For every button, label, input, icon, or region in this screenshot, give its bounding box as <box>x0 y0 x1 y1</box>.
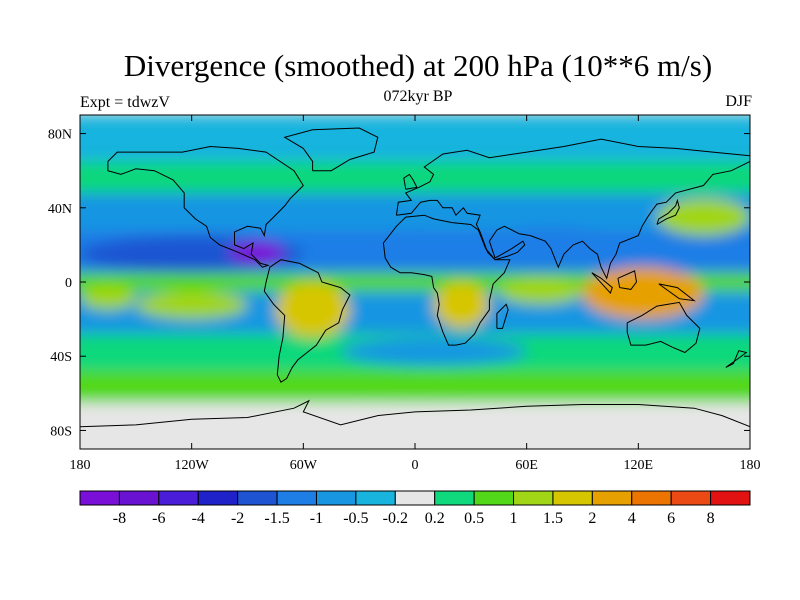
colorbar-label: -8 <box>113 510 126 527</box>
field-region-south-pacific-divergence <box>135 291 248 320</box>
coastline <box>263 259 351 383</box>
colorbar-swatch <box>710 490 751 506</box>
field-band <box>80 115 750 162</box>
y-axis: 80N 40N 0 40S 80S <box>48 128 750 439</box>
x-tick-label: 0 <box>412 458 419 473</box>
coastline <box>283 127 379 172</box>
x-tick-label: 180 <box>740 458 761 473</box>
x-tick-label: 120E <box>624 458 654 473</box>
colorbar-swatch <box>79 490 120 506</box>
colorbar-swatch <box>197 490 239 506</box>
field-region-caribbean-convergence-core <box>228 241 285 264</box>
field-region-maritime-continent-divergence <box>582 267 704 320</box>
colorbar-swatch <box>552 490 593 506</box>
chart-subtitle: 072kyr BP <box>383 88 453 105</box>
coastline <box>658 283 696 302</box>
colorbar-label: -4 <box>192 510 205 527</box>
coastline <box>395 138 750 280</box>
field-band <box>80 371 750 403</box>
field-band <box>80 272 750 292</box>
y-tick-label: 40S <box>50 350 72 365</box>
coastlines <box>80 127 750 428</box>
x-tick-label: 120W <box>175 458 210 473</box>
coastline <box>617 270 638 290</box>
colorbar-label: 0.5 <box>464 510 484 527</box>
colorbar-swatch <box>158 490 199 506</box>
field-region-atlantic-tropical-convergence <box>340 230 471 268</box>
experiment-label: Expt = tdwzV <box>80 94 170 111</box>
field-region-indian-ocean-divergence <box>498 278 583 305</box>
x-tick-label: 180 <box>70 458 91 473</box>
coastline <box>496 303 509 329</box>
x-tick-label: 60W <box>290 458 318 473</box>
colorbar-label: 6 <box>667 510 675 527</box>
coastline <box>725 350 748 368</box>
chart-title: Divergence (smoothed) at 200 hPa (10**6 … <box>123 48 713 83</box>
colorbar-swatch <box>670 490 712 506</box>
colorbar-label: -2 <box>231 510 244 527</box>
season-label: DJF <box>725 93 752 110</box>
colorbar-swatch <box>276 490 317 506</box>
y-tick-label: 0 <box>65 276 72 291</box>
field-region-north-pacific-divergence <box>656 198 750 236</box>
colorbar-swatch <box>237 490 278 506</box>
field-region-antarctic-weak <box>80 402 750 449</box>
colorbar-label: -6 <box>152 510 165 527</box>
field-region-africa-divergence <box>433 282 490 329</box>
colorbar-swatch <box>315 490 357 506</box>
colorbar-label: 0.2 <box>425 510 445 527</box>
coastline <box>403 173 418 190</box>
colorbar-swatch <box>118 490 160 506</box>
coastline <box>107 145 304 268</box>
coastline <box>80 399 750 428</box>
colorbar-swatch <box>473 490 515 506</box>
field-region-southern-ocean-convergence <box>340 337 527 366</box>
coastline <box>626 301 701 354</box>
field-region-south-america-divergence <box>275 282 350 338</box>
colorbar-label: 1.5 <box>543 510 563 527</box>
field-band <box>80 192 750 231</box>
colorbar: -8 -6 -4 -2 -1.5 -1 -0.5 -0.2 0.2 0.5 1 1.5 2 4 6 8 <box>79 490 751 527</box>
colorbar-label: 8 <box>707 510 715 527</box>
colorbar-label: -0.2 <box>383 510 408 527</box>
colorbar-label: 2 <box>588 510 596 527</box>
y-tick-label: 40N <box>48 202 72 217</box>
colorbar-label: -1.5 <box>264 510 289 527</box>
colorbar-label: -1 <box>310 510 323 527</box>
field-region-asia-subtropical-convergence <box>480 226 620 264</box>
colorbar-swatch <box>513 490 554 506</box>
y-tick-label: 80S <box>50 424 72 439</box>
divergence-field <box>80 115 750 449</box>
colorbar-label: -0.5 <box>343 510 368 527</box>
colorbar-swatch <box>434 490 475 506</box>
colorbar-swatch <box>394 490 436 506</box>
colorbar-swatch <box>591 490 633 506</box>
coastline <box>656 198 680 225</box>
colorbar-swatch <box>631 490 672 506</box>
colorbar-label: 1 <box>510 510 518 527</box>
x-axis: 180 120W 60W 0 60E 120E 180 <box>70 115 761 473</box>
colorbar-swatch <box>355 490 396 506</box>
coastline <box>591 272 613 295</box>
coastline <box>382 214 511 346</box>
field-region-east-pacific-divergence <box>80 285 136 310</box>
colorbar-label: 4 <box>628 510 636 527</box>
y-tick-label: 80N <box>48 128 72 143</box>
x-tick-label: 60E <box>515 458 538 473</box>
